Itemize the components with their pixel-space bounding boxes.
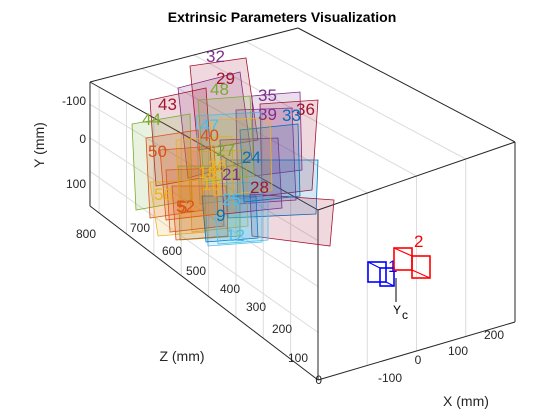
z-tick-label: 500 — [186, 264, 206, 278]
axes-box-edge — [89, 205, 319, 381]
board-label: 27 — [216, 141, 235, 160]
board-label: 40 — [200, 126, 219, 145]
grid-line — [89, 103, 319, 242]
board-label: 36 — [296, 100, 315, 119]
z-tick-label: 200 — [272, 322, 292, 336]
calibration-board — [259, 99, 319, 197]
calibration-board — [239, 123, 301, 203]
board-label: 35 — [258, 86, 277, 105]
z-tick-label: 600 — [162, 244, 182, 258]
board-label: 9 — [216, 206, 225, 225]
z-tick-label: 0 — [315, 373, 322, 387]
camera-edge — [393, 247, 413, 257]
x-axis-label: X (mm) — [443, 393, 489, 409]
camera-body — [411, 255, 431, 279]
z-tick-label: 100 — [288, 351, 308, 365]
y-tick-label: -100 — [62, 94, 86, 108]
camera-label: 2 — [414, 232, 423, 251]
y-tick-label: 0 — [79, 132, 86, 146]
board-label: 18 — [198, 163, 217, 182]
z-tick-label: 300 — [246, 300, 266, 314]
axes-box-edge — [317, 141, 516, 211]
board-label: 28 — [250, 178, 269, 197]
axes-box-edge — [89, 81, 319, 211]
axes-box — [89, 27, 516, 381]
board-label: 50 — [148, 142, 167, 161]
board-label: 52 — [176, 197, 195, 216]
tick-labels: -100 0 100 0 100 200 300 400 500 600 700 800 -100 0 10… — [62, 94, 504, 387]
board-label: 47 — [200, 116, 219, 135]
grid-line — [89, 137, 319, 287]
board-label: 15 — [202, 175, 221, 194]
calibration-board — [177, 165, 241, 241]
board-label: 33 — [282, 106, 301, 125]
board-label: 56 — [154, 185, 173, 204]
y-axis-label: Y (mm) — [31, 122, 47, 168]
board-label: 24 — [242, 148, 261, 167]
board-label: 21 — [222, 165, 241, 184]
camera-models: 12 Y c — [367, 232, 431, 322]
y-tick-label: 100 — [66, 177, 86, 191]
axes-box-edge — [89, 27, 299, 83]
calibration-board — [159, 145, 219, 221]
board-label: 26 — [208, 157, 227, 176]
camera-edge — [385, 281, 395, 287]
camera-edge — [411, 269, 431, 279]
z-tick-label: 400 — [220, 282, 240, 296]
camera-2: 2 — [393, 232, 431, 279]
board-label: 44 — [142, 110, 161, 129]
board-label: 5 — [178, 198, 187, 217]
grid-line — [193, 54, 417, 177]
x-tick-label: 0 — [415, 353, 422, 367]
board-label: 32 — [206, 47, 225, 66]
z-axis-label: Z (mm) — [159, 348, 204, 364]
grid-line — [89, 170, 319, 333]
x-tick-label: -100 — [378, 371, 402, 385]
calibration-board — [149, 87, 213, 187]
x-tick-label: 200 — [484, 328, 504, 342]
board-label: 48 — [210, 80, 229, 99]
calibration-board — [171, 185, 229, 241]
board-label: 39 — [258, 105, 277, 124]
camera-axis-label: Y — [393, 303, 401, 317]
camera-body — [379, 267, 395, 287]
camera-edge — [367, 261, 381, 269]
z-tick-label: 700 — [130, 221, 150, 235]
chart-title: Extrinsic Parameters Visualization — [168, 9, 397, 25]
axes-box-edge — [317, 321, 516, 381]
board-label: 12 — [226, 226, 245, 245]
camera-body — [367, 261, 387, 283]
camera-1: 1 — [367, 257, 397, 287]
x-tick-label: 100 — [448, 344, 468, 358]
z-tick-label: 800 — [76, 227, 96, 241]
axes-box-edge — [297, 27, 516, 143]
grid-line — [245, 41, 466, 160]
calibration-board — [189, 57, 259, 151]
camera-axis-subscript: c — [402, 308, 408, 322]
grid-line — [141, 68, 368, 194]
calibration-board — [235, 107, 297, 205]
board-label: 25 — [222, 190, 241, 209]
board-label: 43 — [158, 95, 177, 114]
calibration-board — [201, 195, 259, 243]
camera-label: 1 — [388, 257, 397, 276]
calibration-board — [175, 135, 235, 219]
calibration-board — [251, 91, 303, 177]
calibration-board — [209, 117, 273, 197]
calibration-boards — [131, 57, 335, 247]
calibration-board — [249, 193, 335, 247]
board-label: 29 — [216, 69, 235, 88]
